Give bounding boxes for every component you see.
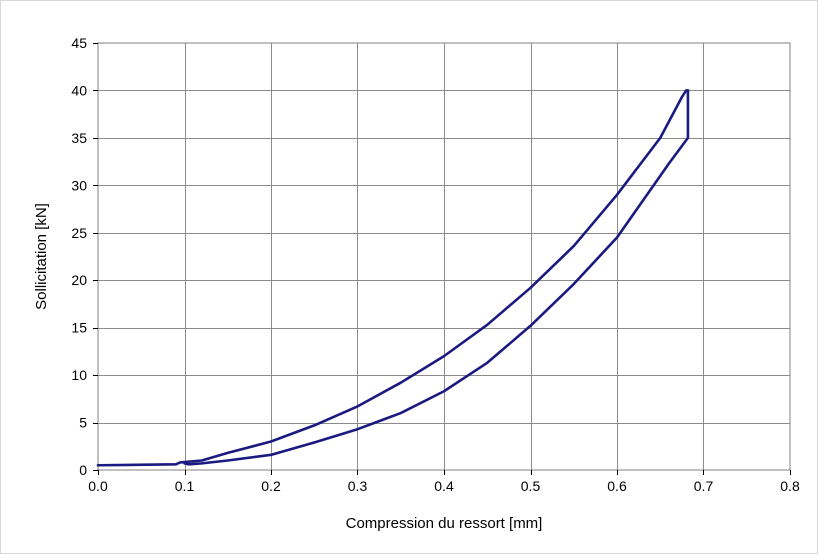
x-tick-label: 0.5 (521, 478, 541, 494)
y-tick-label: 15 (71, 320, 87, 336)
x-axis-title: Compression du ressort [mm] (346, 515, 543, 532)
y-tick-label: 0 (79, 462, 87, 478)
y-tick-label: 20 (71, 272, 87, 288)
y-axis-title: Sollicitation [kN] (33, 203, 50, 310)
y-tick-label: 5 (79, 415, 87, 431)
x-tick-label: 0.8 (780, 478, 800, 494)
x-tick-label: 0.1 (175, 478, 195, 494)
x-tick-label: 0.4 (434, 478, 454, 494)
y-tick-label: 40 (71, 82, 87, 98)
unloading-curve (183, 89, 690, 466)
series-lines (96, 89, 690, 467)
y-tick-label: 45 (71, 35, 87, 51)
x-tick-label: 0.6 (607, 478, 627, 494)
y-tick-label: 30 (71, 177, 87, 193)
x-tick-label: 0.2 (261, 478, 281, 494)
x-tick-label: 0.3 (348, 478, 368, 494)
x-tick-label: 0.0 (88, 478, 108, 494)
axis-ticks (93, 43, 791, 475)
y-tick-label: 10 (71, 367, 87, 383)
loading-curve (96, 89, 690, 467)
x-tick-label: 0.7 (694, 478, 714, 494)
grid-lines (98, 43, 790, 470)
tick-labels: 0.0 0.1 0.2 0.3 0.4 0.5 0.6 0.7 0.8 0 5 10 15 20 25 30 3… (71, 35, 800, 494)
y-tick-label: 35 (71, 130, 87, 146)
y-tick-label: 25 (71, 225, 87, 241)
